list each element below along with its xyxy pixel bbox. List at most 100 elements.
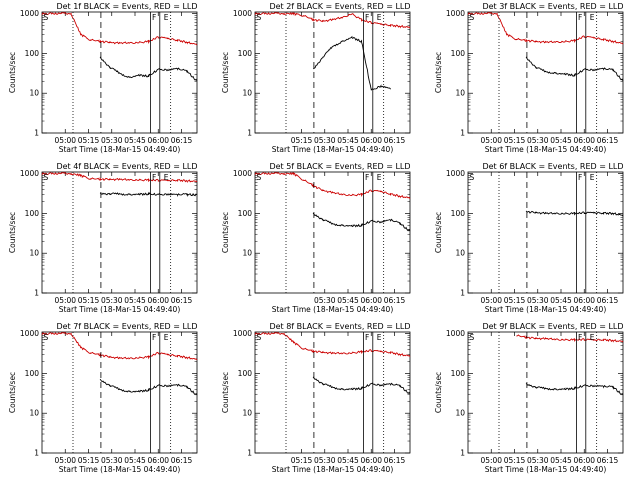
y-axis-label: Counts/sec xyxy=(8,212,17,253)
marker-label: E xyxy=(164,173,169,182)
x-tick-label: 05:00 xyxy=(480,136,502,145)
x-tick-label: 05:30 xyxy=(527,296,549,305)
marker-label: S xyxy=(44,333,49,342)
events-series-line xyxy=(312,212,411,232)
x-tick-label: 05:15 xyxy=(78,296,100,305)
events-series-line xyxy=(312,35,391,91)
marker-label: F xyxy=(152,13,156,22)
x-tick-label: 05:00 xyxy=(54,136,76,145)
y-tick-label: 1 xyxy=(247,289,252,298)
y-tick-label: 1 xyxy=(34,449,39,458)
events-series-line xyxy=(99,191,198,198)
events-series-line xyxy=(525,383,624,396)
x-tick-label: 06:15 xyxy=(597,296,619,305)
plot-frame xyxy=(467,171,624,294)
x-tick-label: 05:30 xyxy=(101,296,123,305)
x-tick-label: 06:15 xyxy=(384,296,406,305)
detector-panel: Det 3f BLACK = Events, RED = LLD 1 10 100 10… xyxy=(426,0,639,160)
x-tick-label: 06:00 xyxy=(573,136,595,145)
y-tick-label: 1 xyxy=(34,129,39,138)
x-tick-label: 05:30 xyxy=(314,296,336,305)
x-tick-label: 05:30 xyxy=(314,136,336,145)
y-tick-label: 10 xyxy=(29,249,39,258)
detector-panel: Det 5f BLACK = Events, RED = LLD 1 10 100 10… xyxy=(213,160,426,320)
x-tick-label: 06:00 xyxy=(360,296,382,305)
y-tick-label: 10 xyxy=(29,409,39,418)
x-tick-label: 05:15 xyxy=(78,136,100,145)
x-tick-label: 05:00 xyxy=(54,296,76,305)
x-tick-label: 06:00 xyxy=(147,296,169,305)
events-series-line xyxy=(99,378,198,396)
marker-label: S xyxy=(257,333,262,342)
x-axis-label: Start Time (18-Mar-15 04:49:40) xyxy=(59,305,181,314)
x-tick-label: 05:15 xyxy=(291,456,313,465)
chart-svg: Det 1f BLACK = Events, RED = LLD 1 10 100 10… xyxy=(8,2,198,154)
lld-series-line xyxy=(41,12,198,46)
plot-frame xyxy=(254,171,411,294)
y-tick-label: 10 xyxy=(455,249,465,258)
lld-series-line xyxy=(467,12,624,45)
x-axis-label: Start Time (18-Mar-15 04:49:40) xyxy=(59,145,181,154)
marker-label: F xyxy=(365,13,369,22)
y-tick-label: 100 xyxy=(25,209,40,218)
x-axis-label: Start Time (18-Mar-15 04:49:40) xyxy=(272,305,394,314)
lld-series-line xyxy=(254,332,411,357)
y-axis-label: Counts/sec xyxy=(434,52,443,93)
x-tick-label: 05:45 xyxy=(124,296,146,305)
chart-title: Det 5f BLACK = Events, RED = LLD xyxy=(269,162,410,171)
y-tick-label: 1 xyxy=(460,129,465,138)
x-tick-label: 06:00 xyxy=(360,136,382,145)
chart-svg: Det 8f BLACK = Events, RED = LLD 1 10 100 10… xyxy=(221,322,411,474)
events-series-line xyxy=(525,210,624,217)
x-tick-label: 06:00 xyxy=(360,456,382,465)
y-tick-label: 1000 xyxy=(233,329,252,338)
x-tick-label: 06:15 xyxy=(384,456,406,465)
marker-label: E xyxy=(590,173,595,182)
chart-title: Det 2f BLACK = Events, RED = LLD xyxy=(269,2,410,11)
marker-label: S xyxy=(470,173,475,182)
chart-svg: Det 7f BLACK = Events, RED = LLD 1 10 100 10… xyxy=(8,322,198,474)
marker-label: S xyxy=(257,173,262,182)
chart-title: Det 7f BLACK = Events, RED = LLD xyxy=(56,322,197,331)
x-tick-label: 06:15 xyxy=(171,136,193,145)
y-tick-label: 100 xyxy=(238,49,253,58)
marker-label: E xyxy=(164,333,169,342)
y-tick-label: 1000 xyxy=(446,329,465,338)
marker-label: F xyxy=(365,333,369,342)
plot-frame xyxy=(41,331,198,454)
x-tick-label: 05:30 xyxy=(101,136,123,145)
marker-label: S xyxy=(470,13,475,22)
y-tick-label: 10 xyxy=(242,249,252,258)
x-tick-label: 06:15 xyxy=(384,136,406,145)
plot-frame xyxy=(254,11,411,134)
x-tick-label: 06:15 xyxy=(597,456,619,465)
y-tick-label: 10 xyxy=(242,89,252,98)
marker-label: E xyxy=(164,13,169,22)
x-tick-label: 05:30 xyxy=(314,456,336,465)
y-tick-label: 100 xyxy=(238,209,253,218)
y-tick-label: 10 xyxy=(455,89,465,98)
plot-frame xyxy=(41,171,198,294)
chart-title: Det 4f BLACK = Events, RED = LLD xyxy=(56,162,197,171)
marker-label: S xyxy=(44,13,49,22)
x-tick-label: 05:45 xyxy=(337,136,359,145)
y-tick-label: 1000 xyxy=(233,169,252,178)
y-tick-label: 100 xyxy=(25,369,40,378)
x-tick-label: 05:30 xyxy=(527,456,549,465)
lld-series-line xyxy=(254,11,411,29)
x-axis-label: Start Time (18-Mar-15 04:49:40) xyxy=(485,145,607,154)
x-tick-label: 05:45 xyxy=(550,296,572,305)
x-tick-label: 06:00 xyxy=(573,296,595,305)
x-tick-label: 05:15 xyxy=(504,456,526,465)
chart-svg: Det 9f BLACK = Events, RED = LLD 1 10 100 10… xyxy=(434,322,624,474)
marker-label: F xyxy=(152,173,156,182)
y-tick-label: 10 xyxy=(455,409,465,418)
y-tick-label: 1 xyxy=(460,449,465,458)
x-tick-label: 05:30 xyxy=(101,456,123,465)
marker-label: F xyxy=(578,173,582,182)
detector-panel: Det 1f BLACK = Events, RED = LLD 1 10 100 10… xyxy=(0,0,213,160)
chart-svg: Det 3f BLACK = Events, RED = LLD 1 10 100 10… xyxy=(434,2,624,154)
lld-series-line xyxy=(254,171,411,199)
y-tick-label: 1 xyxy=(247,129,252,138)
chart-title: Det 3f BLACK = Events, RED = LLD xyxy=(482,2,623,11)
